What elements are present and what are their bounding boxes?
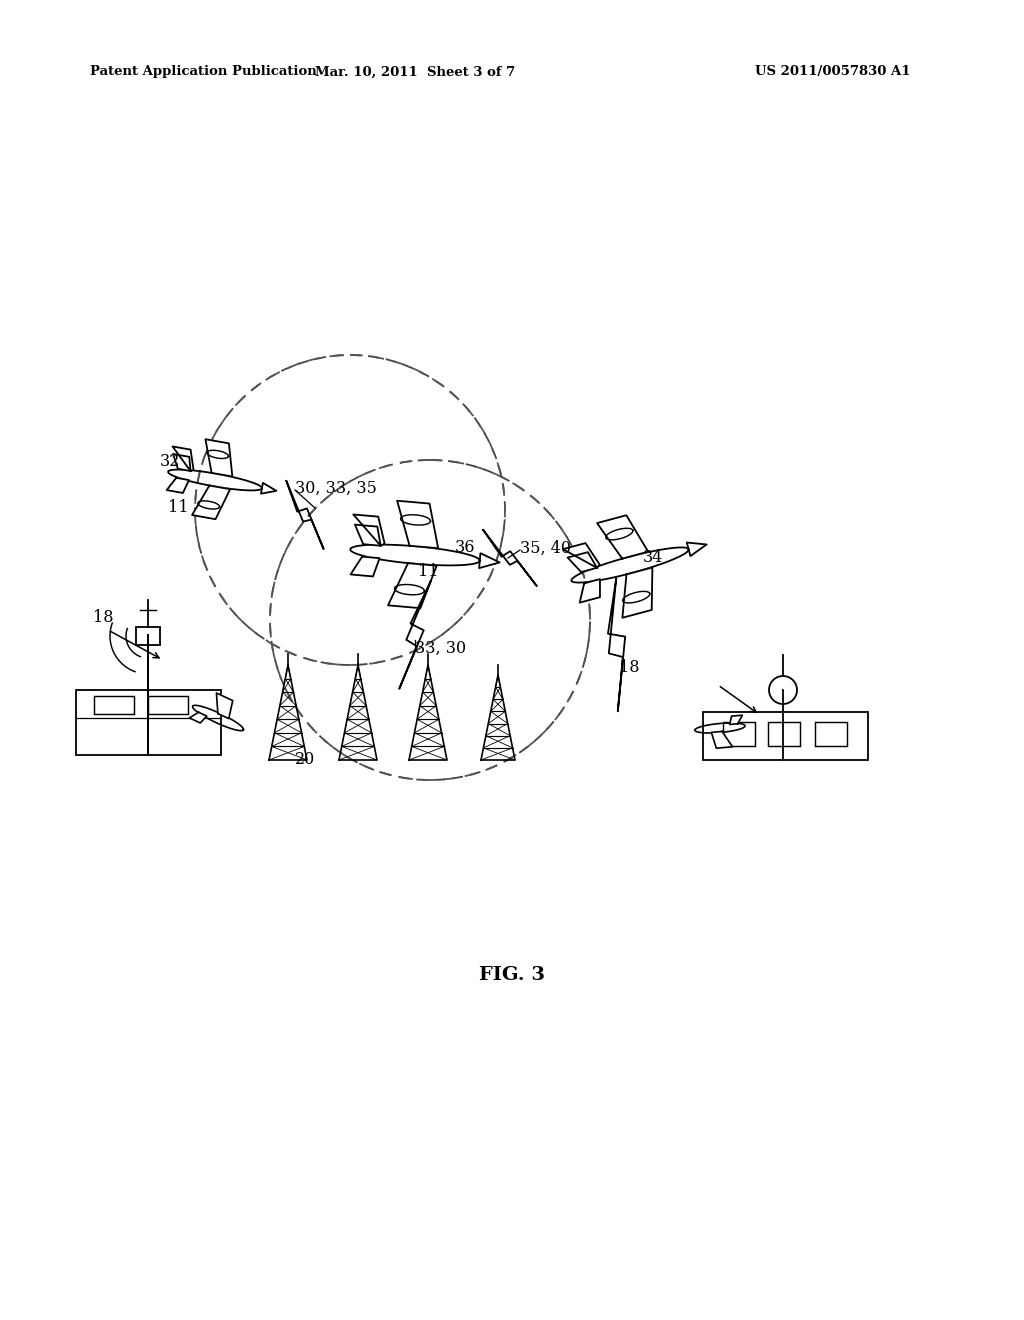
Polygon shape xyxy=(597,515,648,558)
Text: 36: 36 xyxy=(455,540,475,557)
Polygon shape xyxy=(173,454,190,471)
Bar xyxy=(703,711,868,760)
Text: 35, 40: 35, 40 xyxy=(520,540,571,557)
Text: Mar. 10, 2011  Sheet 3 of 7: Mar. 10, 2011 Sheet 3 of 7 xyxy=(314,66,515,78)
Polygon shape xyxy=(567,552,597,572)
Text: Patent Application Publication: Patent Application Publication xyxy=(90,66,316,78)
Text: 11: 11 xyxy=(418,564,438,581)
Polygon shape xyxy=(172,446,194,471)
Text: 18: 18 xyxy=(93,610,114,627)
Text: 18: 18 xyxy=(618,660,640,676)
Text: FIG. 3: FIG. 3 xyxy=(479,966,545,983)
Polygon shape xyxy=(730,715,742,725)
Text: 32: 32 xyxy=(160,454,180,470)
Polygon shape xyxy=(206,440,232,477)
Text: US 2011/0057830 A1: US 2011/0057830 A1 xyxy=(755,66,910,78)
Polygon shape xyxy=(623,568,652,618)
Text: 30, 33, 35: 30, 33, 35 xyxy=(295,479,377,496)
Polygon shape xyxy=(687,543,707,556)
Text: 34: 34 xyxy=(643,549,664,566)
Bar xyxy=(148,696,188,714)
Polygon shape xyxy=(261,483,276,494)
Bar xyxy=(76,690,221,755)
Polygon shape xyxy=(193,486,230,519)
Text: 20: 20 xyxy=(295,751,315,768)
Polygon shape xyxy=(350,557,380,577)
Polygon shape xyxy=(712,731,732,748)
Bar xyxy=(94,696,134,714)
Text: 33, 30: 33, 30 xyxy=(415,639,466,656)
Polygon shape xyxy=(388,564,436,609)
Polygon shape xyxy=(216,693,232,718)
Polygon shape xyxy=(353,515,385,545)
Polygon shape xyxy=(479,553,500,568)
Polygon shape xyxy=(563,543,600,568)
Text: 11: 11 xyxy=(168,499,188,516)
Polygon shape xyxy=(167,478,188,492)
Bar xyxy=(136,627,160,645)
Polygon shape xyxy=(397,500,438,548)
Bar xyxy=(723,722,755,746)
Polygon shape xyxy=(580,579,600,603)
Bar xyxy=(768,722,800,746)
Polygon shape xyxy=(355,524,381,545)
Polygon shape xyxy=(189,713,207,723)
Bar xyxy=(815,722,847,746)
